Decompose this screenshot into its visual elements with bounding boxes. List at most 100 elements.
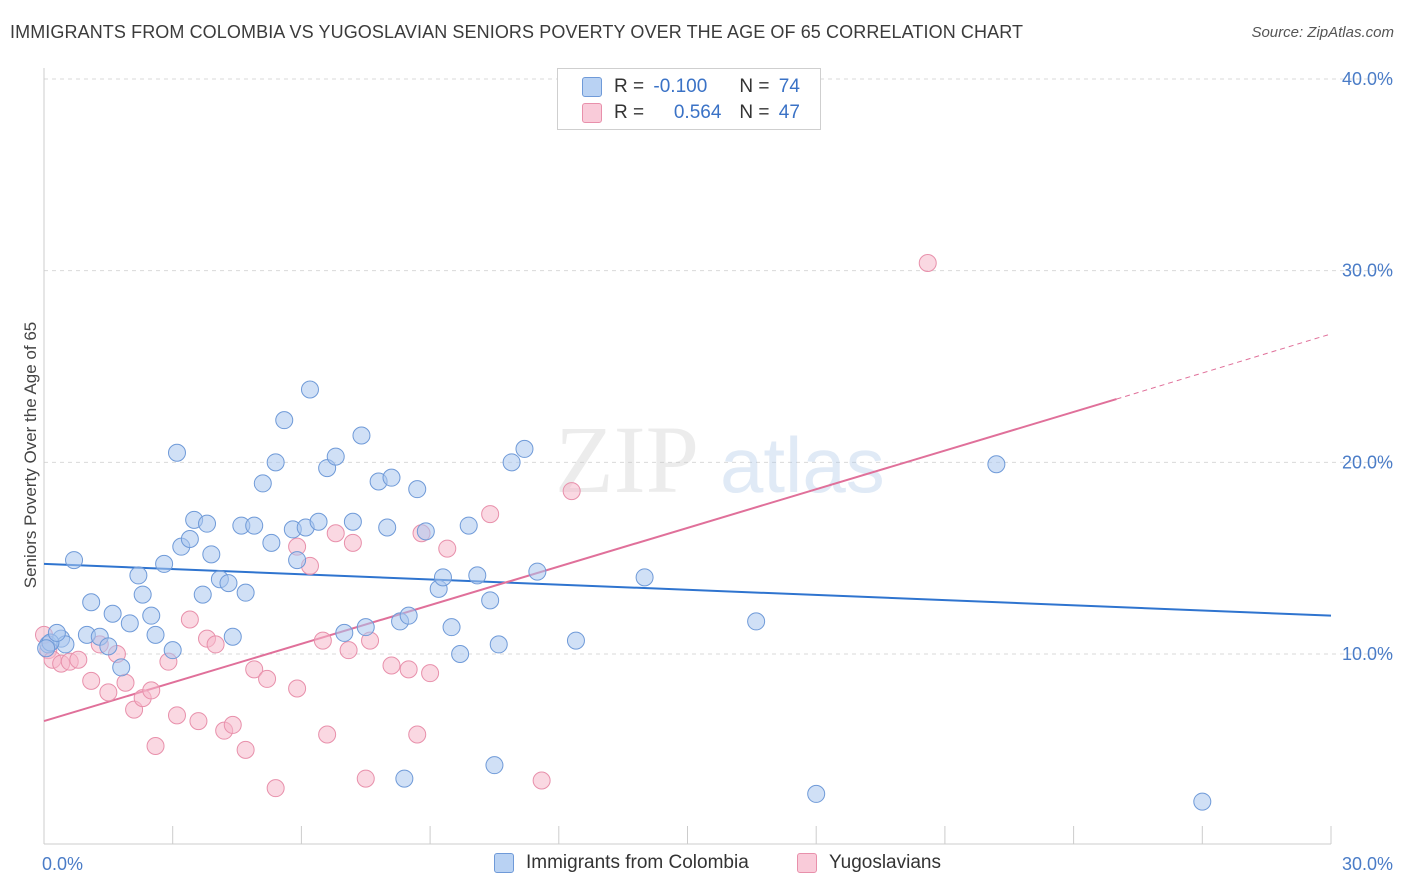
point-colombia: [142, 606, 161, 625]
y-tick-label: 10.0%: [1342, 644, 1393, 664]
point-colombia: [451, 645, 470, 663]
point-colombia: [262, 533, 281, 552]
point-colombia: [382, 468, 401, 487]
point-colombia: [566, 631, 585, 650]
point-colombia: [515, 439, 534, 458]
point-colombia: [253, 474, 272, 493]
point-colombia: [120, 614, 139, 633]
point-yugoslavian: [399, 660, 418, 679]
point-colombia: [236, 583, 255, 602]
point-colombia: [146, 625, 165, 644]
point-colombia: [112, 658, 131, 677]
legend-item-yugoslavians[interactable]: Yugoslavians: [797, 852, 941, 874]
legend-row-colombia: R = -0.100 N = 74: [582, 75, 800, 99]
point-colombia: [288, 551, 307, 570]
point-yugoslavian: [146, 737, 165, 755]
point-yugoslavian: [532, 771, 551, 790]
series-legend: Immigrants from Colombia Yugoslavians: [0, 852, 1406, 878]
point-colombia: [47, 623, 66, 642]
point-colombia: [133, 585, 152, 604]
point-yugoslavian: [236, 740, 255, 759]
point-colombia: [489, 635, 508, 654]
point-colombia: [180, 530, 199, 548]
legend-swatch-pink: [582, 103, 602, 123]
point-yugoslavian: [438, 539, 457, 558]
tick-labels: 10.0% 20.0% 30.0% 40.0% 0.0% 30.0%: [42, 69, 1393, 874]
point-colombia: [167, 443, 186, 462]
point-yugoslavian: [313, 631, 332, 650]
point-yugoslavian: [258, 669, 277, 688]
point-colombia: [266, 453, 285, 472]
point-colombia: [807, 784, 826, 803]
point-colombia: [408, 480, 427, 499]
point-yugoslavian: [99, 683, 118, 702]
axes: [43, 68, 1332, 845]
point-colombia: [326, 447, 345, 466]
point-colombia: [459, 516, 478, 535]
point-colombia: [1193, 792, 1212, 811]
point-yugoslavian: [266, 779, 285, 798]
correlation-legend: R = -0.100 N = 74 R = 0.564 N = 47: [557, 68, 821, 130]
legend-swatch-blue: [582, 77, 602, 97]
point-yugoslavian: [142, 681, 161, 700]
point-colombia: [245, 516, 264, 535]
point-colombia: [356, 618, 375, 637]
point-colombia: [300, 380, 319, 399]
legend-swatch-pink: [797, 853, 817, 873]
point-colombia: [163, 641, 182, 660]
legend-item-colombia[interactable]: Immigrants from Colombia: [494, 852, 749, 874]
data-points: [35, 254, 1212, 811]
point-colombia: [99, 637, 118, 656]
point-colombia: [399, 606, 418, 625]
legend-swatch-blue: [494, 853, 514, 873]
point-colombia: [219, 574, 238, 593]
point-colombia: [747, 612, 766, 631]
point-colombia: [202, 545, 221, 564]
point-colombia: [223, 627, 242, 646]
point-yugoslavian: [189, 712, 208, 731]
legend-r-value: -0.100: [653, 76, 708, 97]
point-colombia: [103, 604, 122, 623]
trend-lines: [43, 333, 1332, 723]
chart-title: IMMIGRANTS FROM COLOMBIA VS YUGOSLAVIAN …: [10, 22, 1024, 42]
watermark: ZIP atlas: [555, 406, 885, 513]
point-yugoslavian: [339, 641, 358, 660]
point-yugoslavian: [180, 610, 199, 629]
point-colombia: [335, 623, 354, 642]
trend-line-yugoslavians: [43, 398, 1117, 723]
x-tick-label: 30.0%: [1342, 854, 1393, 874]
y-tick-label: 30.0%: [1342, 261, 1393, 281]
point-colombia: [433, 568, 452, 587]
point-colombia: [129, 566, 148, 585]
legend-label-colombia: Immigrants from Colombia: [526, 852, 749, 873]
point-colombia: [468, 566, 487, 585]
point-colombia: [416, 522, 435, 541]
point-yugoslavian: [481, 505, 500, 524]
legend-n-label: N =: [739, 102, 770, 123]
point-colombia: [352, 426, 371, 445]
point-yugoslavian: [421, 664, 440, 683]
point-yugoslavian: [167, 706, 186, 725]
point-yugoslavian: [918, 254, 937, 272]
point-colombia: [378, 518, 397, 537]
point-colombia: [82, 593, 101, 612]
y-tick-label: 20.0%: [1342, 452, 1393, 472]
legend-r-label: R =: [614, 76, 645, 97]
watermark-atlas: atlas: [720, 421, 885, 509]
point-colombia: [65, 551, 84, 570]
point-yugoslavian: [343, 533, 362, 552]
y-axis-title: Seniors Poverty Over the Age of 65: [21, 322, 40, 588]
grid-lines: [44, 78, 1393, 655]
legend-r-label: R =: [614, 102, 645, 123]
point-yugoslavian: [245, 660, 264, 679]
point-colombia: [481, 591, 500, 610]
point-colombia: [485, 756, 504, 775]
point-colombia: [635, 568, 654, 587]
point-yugoslavian: [82, 671, 101, 690]
point-colombia: [275, 411, 294, 430]
legend-n-label: N =: [739, 76, 770, 97]
x-tick-label: 0.0%: [42, 854, 83, 874]
point-yugoslavian: [382, 656, 401, 675]
legend-row-yugoslavians: R = 0.564 N = 47: [582, 101, 800, 125]
